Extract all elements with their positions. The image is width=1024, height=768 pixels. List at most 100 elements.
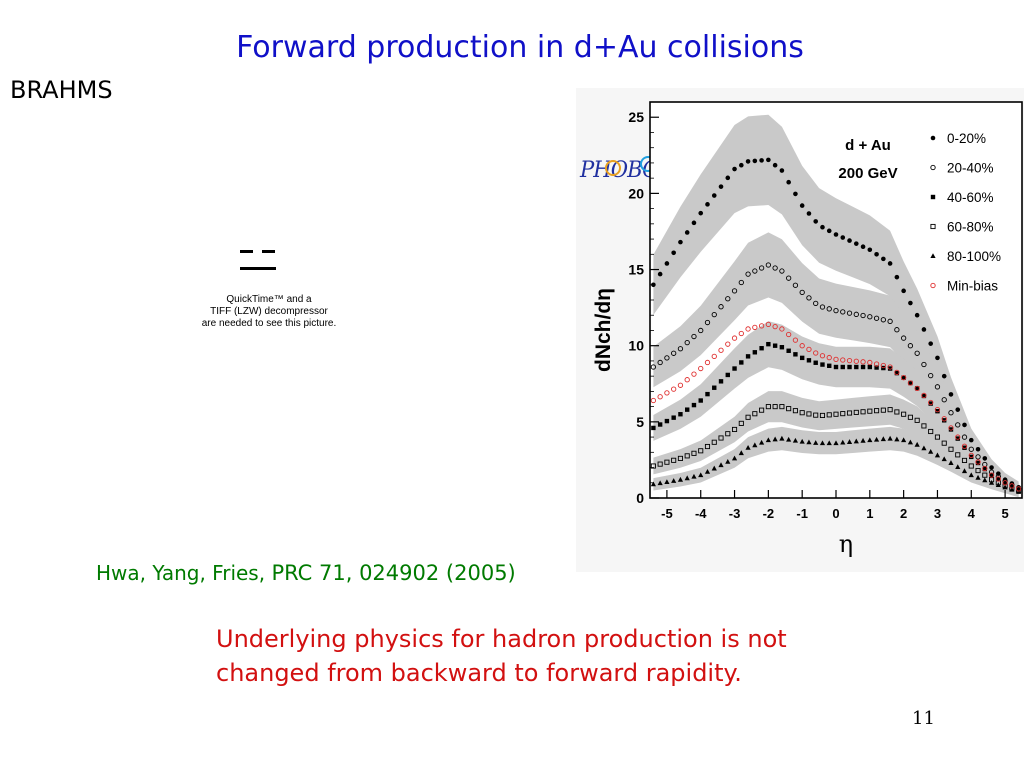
data-point <box>948 410 954 416</box>
data-point <box>941 373 947 379</box>
data-point <box>664 355 670 361</box>
data-point <box>792 408 798 414</box>
data-point <box>731 426 738 433</box>
data-point <box>988 472 995 478</box>
data-point <box>928 401 933 406</box>
placeholder-line: are needed to see this picture. <box>201 318 337 329</box>
data-point <box>793 352 798 357</box>
data-point <box>833 411 839 417</box>
data-point <box>752 350 758 355</box>
data-point <box>657 394 663 400</box>
data-point <box>860 437 866 443</box>
data-point <box>833 440 839 446</box>
data-point <box>758 323 765 329</box>
data-point <box>657 461 663 467</box>
data-point <box>833 356 839 363</box>
data-point <box>955 434 961 440</box>
data-point <box>664 261 670 266</box>
data-point <box>711 465 717 471</box>
data-point <box>930 135 936 141</box>
data-point <box>887 318 893 324</box>
data-point <box>752 268 758 274</box>
data-point <box>887 364 893 370</box>
data-point <box>745 444 751 450</box>
data-point <box>806 295 812 301</box>
data-point <box>894 370 900 376</box>
chart-annotation: 200 GeV <box>838 165 897 182</box>
data-point <box>962 445 967 450</box>
data-point <box>792 437 799 443</box>
data-point <box>704 319 711 326</box>
x-tick-label: 4 <box>968 506 976 521</box>
data-point <box>820 362 825 367</box>
data-point <box>908 300 913 306</box>
data-point <box>691 220 697 226</box>
data-point <box>677 455 683 461</box>
data-point <box>921 327 927 332</box>
data-point <box>921 423 927 429</box>
legend-label: 40-60% <box>947 190 994 205</box>
data-point <box>779 404 785 410</box>
data-point <box>765 321 772 328</box>
data-point <box>752 158 758 164</box>
y-axis-label: dNch/dη <box>592 288 615 372</box>
data-point <box>880 436 886 442</box>
data-point <box>921 445 927 451</box>
data-point <box>948 446 954 452</box>
data-point <box>988 479 995 485</box>
data-point <box>989 465 994 470</box>
data-point <box>921 361 927 368</box>
data-point <box>1002 480 1008 485</box>
data-point <box>806 346 812 352</box>
data-point <box>840 357 846 363</box>
dndeta-chart: -5 -4 -3 -2 -1 0 1 2 3 4 5 0 5 10 15 20 25 η dNch/dη d + Au… <box>592 101 1023 558</box>
data-point <box>684 377 690 383</box>
data-point <box>704 359 711 366</box>
data-point <box>718 462 724 468</box>
data-point <box>725 372 730 378</box>
data-point <box>840 364 845 370</box>
logo-ring <box>605 160 621 176</box>
error-band <box>653 391 1019 496</box>
data-point <box>813 440 819 445</box>
data-point <box>961 457 968 463</box>
data-point <box>705 202 710 207</box>
data-point <box>813 219 819 224</box>
data-point <box>698 398 703 403</box>
data-point <box>786 179 791 185</box>
data-point <box>793 191 798 197</box>
data-point <box>894 369 900 375</box>
data-point <box>725 296 731 302</box>
data-point <box>745 414 751 420</box>
data-point <box>982 466 987 472</box>
data-point <box>765 262 772 268</box>
data-point <box>738 450 744 456</box>
legend-label: 60-80% <box>947 220 994 235</box>
data-point <box>759 407 765 413</box>
data-point <box>732 166 737 172</box>
data-point <box>921 393 927 399</box>
data-point <box>1015 486 1022 492</box>
data-point <box>786 406 792 412</box>
data-point <box>961 468 968 474</box>
data-point <box>894 274 900 280</box>
data-point <box>961 434 968 440</box>
y-tick-label: 20 <box>628 185 644 201</box>
data-point <box>671 250 676 256</box>
data-point <box>725 431 731 437</box>
data-point <box>779 326 785 332</box>
data-point <box>900 335 907 341</box>
data-point <box>677 476 684 482</box>
data-point <box>759 439 765 445</box>
data-point <box>752 442 758 448</box>
data-point <box>718 379 724 384</box>
data-point <box>691 333 697 340</box>
data-point <box>860 409 866 415</box>
data-point <box>745 159 751 164</box>
data-point <box>704 443 711 450</box>
data-point <box>928 428 934 435</box>
data-point <box>786 275 792 281</box>
data-point <box>846 357 853 364</box>
data-point <box>711 439 717 445</box>
data-point <box>982 472 988 478</box>
